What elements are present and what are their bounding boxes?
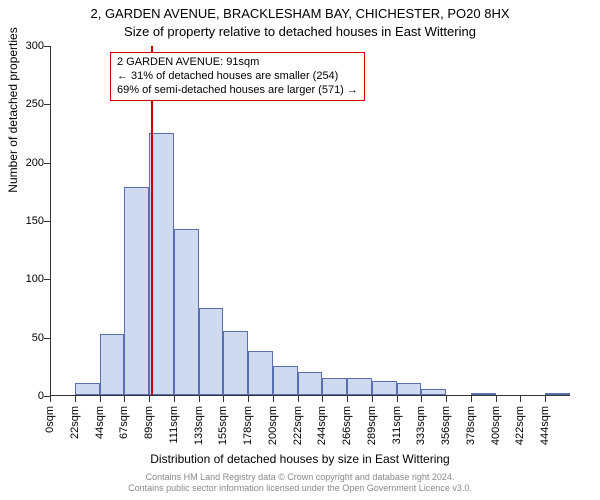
- x-tick: [322, 396, 323, 402]
- y-axis-label: Number of detached properties: [6, 0, 26, 360]
- histogram-bar: [100, 334, 125, 395]
- y-tick: [44, 279, 50, 280]
- chart-plot-area: 0501001502002503000sqm22sqm44sqm67sqm89s…: [50, 46, 570, 396]
- x-tick: [471, 396, 472, 402]
- x-tick-label: 0sqm: [44, 406, 56, 433]
- x-tick-label: 67sqm: [118, 406, 130, 439]
- x-tick-label: 89sqm: [143, 406, 155, 439]
- histogram-bar: [397, 383, 422, 395]
- x-tick-label: 244sqm: [316, 406, 328, 445]
- x-tick-label: 133sqm: [193, 406, 205, 445]
- histogram-bar: [372, 381, 397, 395]
- footnote-line-1: Contains HM Land Registry data © Crown c…: [0, 472, 600, 483]
- y-tick-label: 0: [4, 390, 44, 402]
- histogram-bar: [421, 389, 446, 395]
- footnote-line-2: Contains public sector information licen…: [0, 483, 600, 494]
- x-tick-label: 422sqm: [514, 406, 526, 445]
- x-tick-label: 22sqm: [69, 406, 81, 439]
- x-tick: [421, 396, 422, 402]
- histogram-bar: [322, 378, 347, 396]
- x-tick: [50, 396, 51, 402]
- callout-line: ← 31% of detached houses are smaller (25…: [117, 70, 358, 84]
- x-tick-label: 333sqm: [415, 406, 427, 445]
- x-tick: [520, 396, 521, 402]
- histogram-bar: [174, 229, 199, 395]
- x-tick-label: 200sqm: [267, 406, 279, 445]
- property-callout: 2 GARDEN AVENUE: 91sqm← 31% of detached …: [110, 52, 365, 101]
- y-tick-label: 200: [4, 157, 44, 169]
- y-axis-line: [50, 46, 51, 396]
- x-tick: [273, 396, 274, 402]
- x-tick-label: 378sqm: [465, 406, 477, 445]
- x-tick: [298, 396, 299, 402]
- x-tick: [223, 396, 224, 402]
- x-axis-label: Distribution of detached houses by size …: [0, 452, 600, 466]
- callout-line: 69% of semi-detached houses are larger (…: [117, 84, 358, 98]
- x-tick-label: 356sqm: [440, 406, 452, 445]
- y-tick: [44, 163, 50, 164]
- histogram-bar: [347, 378, 372, 396]
- y-tick-label: 250: [4, 98, 44, 110]
- x-tick: [446, 396, 447, 402]
- y-tick-label: 100: [4, 273, 44, 285]
- x-tick: [124, 396, 125, 402]
- title-line-1: 2, GARDEN AVENUE, BRACKLESHAM BAY, CHICH…: [0, 6, 600, 21]
- histogram-bar: [199, 308, 224, 396]
- x-tick-label: 444sqm: [539, 406, 551, 445]
- x-tick-label: 289sqm: [366, 406, 378, 445]
- callout-line: 2 GARDEN AVENUE: 91sqm: [117, 56, 358, 70]
- title-line-2: Size of property relative to detached ho…: [0, 24, 600, 39]
- histogram-bar: [124, 187, 149, 395]
- x-tick: [174, 396, 175, 402]
- y-tick: [44, 46, 50, 47]
- x-tick-label: 400sqm: [490, 406, 502, 445]
- x-tick: [149, 396, 150, 402]
- y-tick: [44, 221, 50, 222]
- y-tick: [44, 338, 50, 339]
- histogram-bar: [149, 133, 174, 396]
- x-tick-label: 266sqm: [341, 406, 353, 445]
- x-tick: [100, 396, 101, 402]
- x-tick: [75, 396, 76, 402]
- y-tick-label: 50: [4, 332, 44, 344]
- histogram-bar: [471, 393, 496, 395]
- y-tick-label: 300: [4, 40, 44, 52]
- histogram-bar: [273, 366, 298, 395]
- histogram-bar: [298, 372, 323, 395]
- x-tick-label: 222sqm: [292, 406, 304, 445]
- histogram-bar: [223, 331, 248, 395]
- x-tick: [347, 396, 348, 402]
- footnote: Contains HM Land Registry data © Crown c…: [0, 472, 600, 494]
- x-tick: [545, 396, 546, 402]
- x-tick-label: 311sqm: [391, 406, 403, 444]
- x-tick: [372, 396, 373, 402]
- histogram-bar: [248, 351, 273, 395]
- x-tick-label: 111sqm: [168, 406, 180, 444]
- y-tick: [44, 104, 50, 105]
- x-tick: [248, 396, 249, 402]
- x-tick-label: 178sqm: [242, 406, 254, 445]
- x-axis-line: [50, 395, 570, 396]
- x-tick: [496, 396, 497, 402]
- x-tick: [397, 396, 398, 402]
- page-root: 2, GARDEN AVENUE, BRACKLESHAM BAY, CHICH…: [0, 0, 600, 500]
- x-tick-label: 155sqm: [217, 406, 229, 445]
- x-tick-label: 44sqm: [94, 406, 106, 439]
- x-tick: [199, 396, 200, 402]
- histogram-bar: [75, 383, 100, 395]
- y-tick-label: 150: [4, 215, 44, 227]
- histogram-bar: [545, 393, 570, 395]
